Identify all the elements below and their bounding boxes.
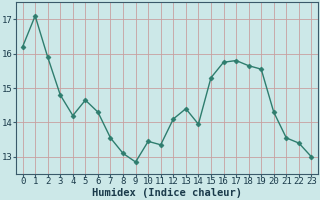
X-axis label: Humidex (Indice chaleur): Humidex (Indice chaleur) [92, 188, 242, 198]
